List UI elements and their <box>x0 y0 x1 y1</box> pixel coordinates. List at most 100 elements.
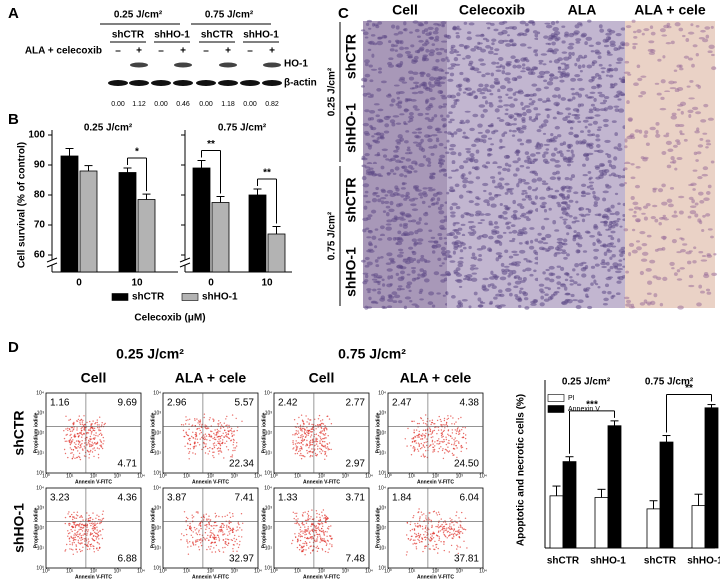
event <box>416 548 417 549</box>
event <box>432 440 433 441</box>
cell <box>404 195 408 197</box>
event <box>226 436 227 437</box>
event <box>190 546 191 547</box>
cell <box>428 301 434 305</box>
event <box>63 430 64 431</box>
cell <box>478 84 483 88</box>
cell <box>617 147 622 151</box>
cell <box>509 39 513 43</box>
event <box>189 526 190 527</box>
event <box>324 427 325 428</box>
event <box>305 541 306 542</box>
event <box>413 540 414 541</box>
cell <box>572 268 575 271</box>
event <box>310 526 311 527</box>
cell <box>646 142 650 145</box>
event <box>293 512 294 513</box>
event <box>301 440 302 441</box>
cell <box>590 92 596 94</box>
event <box>445 437 446 438</box>
cell <box>423 86 428 89</box>
event <box>414 449 415 450</box>
cell <box>643 134 647 138</box>
event <box>103 440 104 441</box>
sign: – <box>203 46 209 57</box>
cell <box>456 206 461 209</box>
cell <box>529 98 532 100</box>
cell <box>632 215 637 218</box>
cell <box>600 67 606 69</box>
event <box>209 417 210 418</box>
event <box>323 446 324 447</box>
event <box>227 535 228 536</box>
event <box>72 458 73 459</box>
event <box>69 541 70 542</box>
event <box>75 544 76 545</box>
cell <box>404 140 409 143</box>
cell <box>432 66 439 69</box>
event <box>297 522 298 523</box>
event <box>317 546 318 547</box>
bar <box>563 462 576 548</box>
cell <box>608 37 611 40</box>
event <box>74 518 75 519</box>
event <box>321 531 322 532</box>
event <box>302 440 303 441</box>
event <box>303 423 304 424</box>
event <box>296 513 297 514</box>
cell <box>652 188 656 192</box>
event <box>242 523 243 524</box>
cell <box>447 59 450 62</box>
cell <box>526 109 532 113</box>
cell <box>669 262 674 266</box>
event <box>189 523 190 524</box>
event <box>79 523 80 524</box>
event <box>315 428 316 429</box>
cell <box>641 259 647 262</box>
cell <box>511 43 516 47</box>
cell <box>378 238 382 241</box>
cell <box>576 305 582 309</box>
cell <box>708 228 713 230</box>
cell <box>493 29 498 32</box>
event <box>319 517 320 518</box>
cell <box>609 256 612 259</box>
event <box>304 554 305 555</box>
cell <box>615 211 620 215</box>
event <box>83 415 84 416</box>
cell <box>429 52 435 56</box>
cell <box>505 163 509 167</box>
cell <box>593 279 596 283</box>
cell <box>463 160 468 163</box>
cell <box>582 139 587 143</box>
cell <box>632 43 638 45</box>
cell <box>688 57 693 60</box>
cell <box>368 117 371 120</box>
event <box>456 440 457 441</box>
event <box>92 528 93 529</box>
event <box>298 523 299 524</box>
cell <box>661 183 666 187</box>
cell <box>536 88 542 92</box>
event <box>419 542 420 543</box>
event <box>320 431 321 432</box>
cell <box>530 240 533 244</box>
event <box>426 519 427 520</box>
event <box>452 455 453 456</box>
event <box>80 459 81 460</box>
column-header: Celecoxib <box>459 2 525 18</box>
event <box>204 417 205 418</box>
event <box>224 525 225 526</box>
event <box>442 448 443 449</box>
cell <box>455 32 459 34</box>
event <box>300 428 301 429</box>
cell <box>577 250 581 253</box>
micrograph <box>447 21 538 92</box>
cell <box>676 64 681 67</box>
event <box>199 424 200 425</box>
event <box>211 525 212 526</box>
cell <box>706 140 711 143</box>
cell <box>569 200 574 203</box>
cell <box>624 182 627 184</box>
event <box>304 429 305 430</box>
